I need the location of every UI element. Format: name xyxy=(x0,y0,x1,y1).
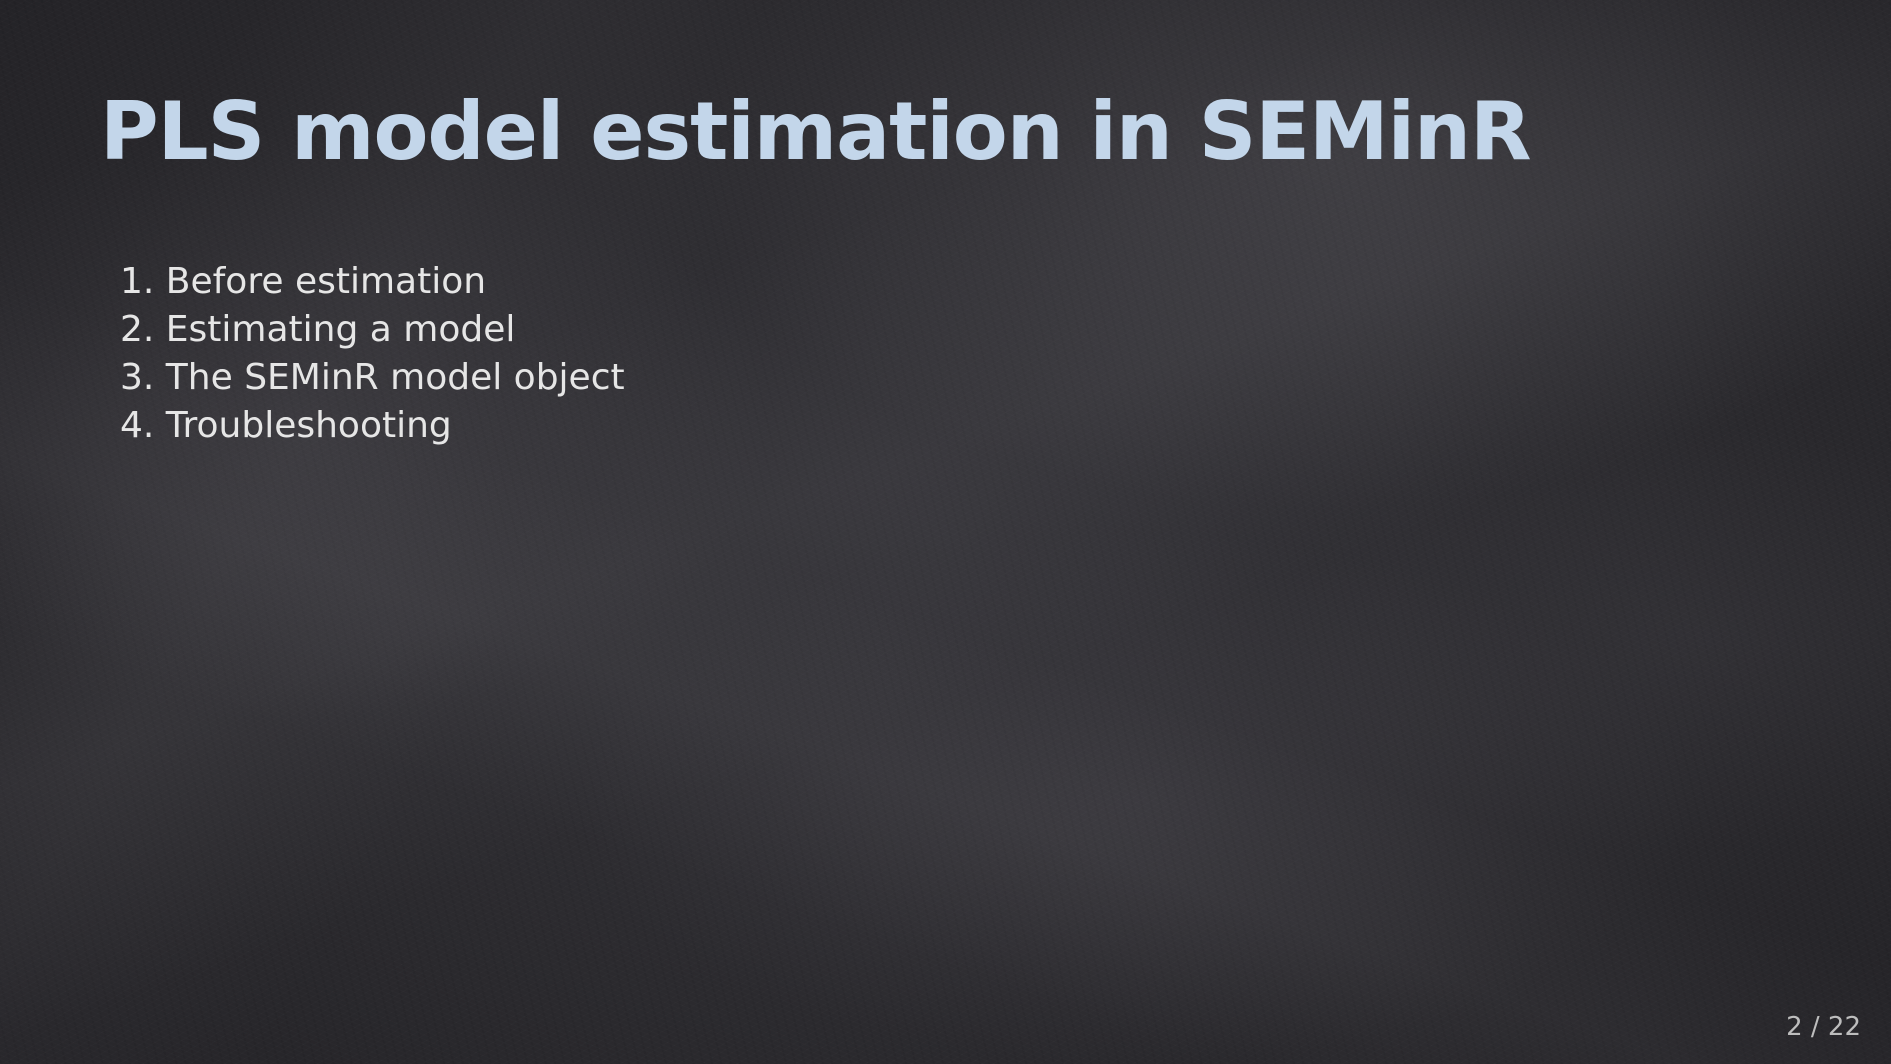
outline-item: 3. The SEMinR model object xyxy=(120,354,625,402)
slide-title: PLS model estimation in SEMinR xyxy=(100,88,1531,176)
page-number: 2 / 22 xyxy=(1786,1012,1861,1042)
outline-list: 1. Before estimation 2. Estimating a mod… xyxy=(120,258,625,450)
outline-item: 1. Before estimation xyxy=(120,258,625,306)
outline-item: 2. Estimating a model xyxy=(120,306,625,354)
outline-item: 4. Troubleshooting xyxy=(120,402,625,450)
